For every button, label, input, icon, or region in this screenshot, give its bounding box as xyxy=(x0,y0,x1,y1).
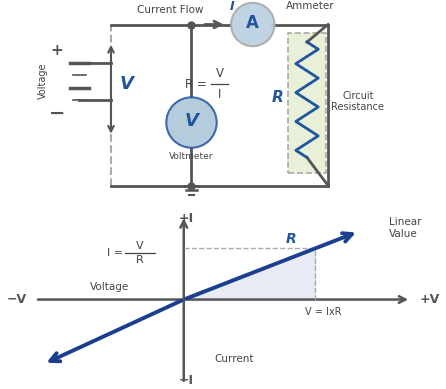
Text: Ammeter: Ammeter xyxy=(286,1,335,11)
Text: Voltage: Voltage xyxy=(38,62,48,99)
Text: Circuit
Resistance: Circuit Resistance xyxy=(331,91,384,112)
Bar xyxy=(288,33,326,173)
Text: R: R xyxy=(271,89,283,105)
Text: A: A xyxy=(246,14,259,32)
Text: −: − xyxy=(49,104,65,123)
Text: Current: Current xyxy=(215,354,254,364)
Text: V: V xyxy=(185,112,198,130)
Text: V = IxR: V = IxR xyxy=(306,307,342,317)
Text: Current Flow: Current Flow xyxy=(137,5,204,15)
Text: Voltage: Voltage xyxy=(90,282,129,292)
Text: V: V xyxy=(120,75,134,93)
Text: +V: +V xyxy=(420,293,440,306)
Text: R: R xyxy=(136,255,144,265)
Polygon shape xyxy=(184,248,315,300)
Text: V: V xyxy=(215,67,223,80)
Text: V: V xyxy=(136,241,144,251)
Text: Linear
Value: Linear Value xyxy=(389,217,421,239)
Circle shape xyxy=(166,97,217,148)
Text: +: + xyxy=(50,43,63,58)
Text: I: I xyxy=(229,0,234,13)
Circle shape xyxy=(231,3,274,46)
Text: R =: R = xyxy=(185,77,211,91)
Text: Voltmeter: Voltmeter xyxy=(169,152,214,161)
Text: R: R xyxy=(285,232,296,246)
Text: −I: −I xyxy=(178,374,194,387)
Text: +I: +I xyxy=(178,212,194,225)
Text: −V: −V xyxy=(6,293,26,306)
Text: I =: I = xyxy=(107,248,127,258)
Text: I: I xyxy=(218,88,221,101)
